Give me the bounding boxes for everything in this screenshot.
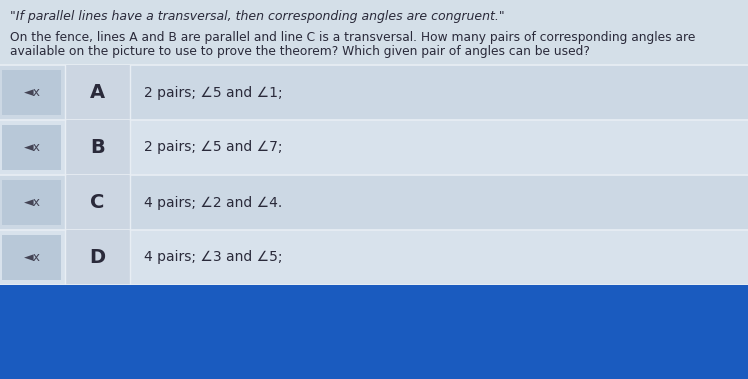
Bar <box>0 120 748 175</box>
Bar <box>0 175 748 230</box>
Text: available on the picture to use to prove the theorem? Which given pair of angles: available on the picture to use to prove… <box>10 45 590 58</box>
Bar <box>2 180 61 225</box>
Text: ◄x: ◄x <box>24 196 41 209</box>
Text: ◄x: ◄x <box>24 86 41 99</box>
Text: "If parallel lines have a transversal, then corresponding angles are congruent.": "If parallel lines have a transversal, t… <box>10 10 505 23</box>
Text: ◄x: ◄x <box>24 141 41 154</box>
Bar <box>65 230 130 285</box>
Text: 2 pairs; ∠5 and ∠1;: 2 pairs; ∠5 and ∠1; <box>144 86 283 100</box>
Bar <box>65 120 130 175</box>
Text: 4 pairs; ∠2 and ∠4.: 4 pairs; ∠2 and ∠4. <box>144 196 282 210</box>
Text: D: D <box>90 248 105 267</box>
Bar <box>65 175 130 230</box>
Bar <box>2 70 61 115</box>
Bar <box>0 65 748 120</box>
Text: On the fence, lines A and B are parallel and line C is a transversal. How many p: On the fence, lines A and B are parallel… <box>10 31 696 44</box>
Text: A: A <box>90 83 105 102</box>
Bar <box>0 285 748 379</box>
Text: 2 pairs; ∠5 and ∠7;: 2 pairs; ∠5 and ∠7; <box>144 141 283 155</box>
Bar <box>2 235 61 280</box>
Text: 4 pairs; ∠3 and ∠5;: 4 pairs; ∠3 and ∠5; <box>144 251 283 265</box>
Bar <box>0 230 748 285</box>
Text: C: C <box>91 193 105 212</box>
Bar <box>2 125 61 170</box>
Bar <box>65 65 130 120</box>
Text: ◄x: ◄x <box>24 251 41 264</box>
Text: B: B <box>90 138 105 157</box>
